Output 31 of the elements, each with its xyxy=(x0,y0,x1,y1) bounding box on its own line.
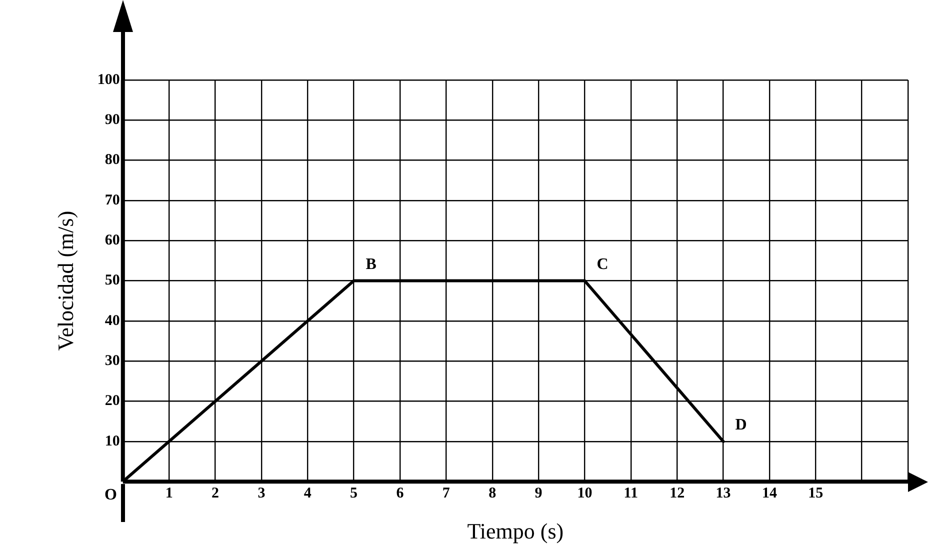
x-tick-label: 11 xyxy=(624,485,638,502)
y-tick-label: 30 xyxy=(104,352,120,369)
y-tick-label: 10 xyxy=(104,433,120,450)
x-tick-label: 7 xyxy=(442,485,450,502)
x-tick-label: 4 xyxy=(304,485,312,502)
x-axis-title: Tiempo (s) xyxy=(467,518,564,544)
x-tick-label: 12 xyxy=(670,485,685,502)
y-tick-label: 20 xyxy=(104,393,120,410)
x-tick-label: 5 xyxy=(350,485,358,502)
y-tick-label: 50 xyxy=(104,272,120,289)
x-tick-label: 1 xyxy=(165,485,173,502)
x-tick-label: 2 xyxy=(212,485,220,502)
y-tick-label: 80 xyxy=(104,152,120,168)
annotation: C xyxy=(596,256,608,273)
annotation: D xyxy=(735,416,747,434)
x-tick-label: 9 xyxy=(534,485,542,502)
annotation: B xyxy=(366,256,377,273)
y-axis-title: Velocidad (m/s) xyxy=(52,210,78,351)
x-tick-label: 8 xyxy=(488,485,496,502)
y-tick-label: 40 xyxy=(104,312,120,329)
y-tick-label: 60 xyxy=(104,232,120,249)
y-tick-label: 90 xyxy=(104,112,120,128)
x-tick-label: 10 xyxy=(577,485,592,502)
x-tick-label: 3 xyxy=(258,485,266,502)
y-tick-label: 100 xyxy=(97,72,120,88)
x-tick-label: 15 xyxy=(808,485,824,502)
x-tick-label: 6 xyxy=(396,485,404,502)
x-tick-label: 13 xyxy=(716,485,731,502)
y-tick-label: 70 xyxy=(104,192,120,208)
annotation: O xyxy=(104,486,117,504)
x-tick-label: 14 xyxy=(762,485,778,502)
